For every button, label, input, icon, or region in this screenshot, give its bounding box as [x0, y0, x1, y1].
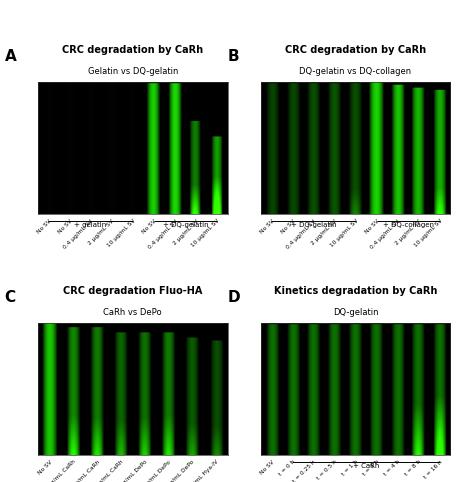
Text: t = 0.5 h: t = 0.5 h: [316, 459, 338, 481]
Text: DQ-gelatin vs DQ-collagen: DQ-gelatin vs DQ-collagen: [300, 67, 411, 76]
Text: + CaRh: + CaRh: [353, 463, 379, 469]
Text: No SV: No SV: [364, 218, 380, 234]
Text: 2 μg/mL SV: 2 μg/mL SV: [172, 218, 200, 246]
Text: D: D: [228, 290, 240, 305]
Text: 100 μg/mL DePo: 100 μg/mL DePo: [110, 459, 148, 482]
Text: No SV: No SV: [259, 218, 275, 234]
Text: 100 μg/mL CaRh: 100 μg/mL CaRh: [39, 459, 77, 482]
Text: 10 μg/mL SV: 10 μg/mL SV: [329, 218, 359, 248]
Text: CRC degradation by CaRh: CRC degradation by CaRh: [285, 45, 426, 55]
Text: DQ-gelatin: DQ-gelatin: [333, 308, 378, 317]
Text: 10 U/mL Hya-IV: 10 U/mL Hya-IV: [183, 459, 219, 482]
Text: 2 μg/mL SV: 2 μg/mL SV: [88, 218, 115, 246]
Text: 10 μg/mL SV: 10 μg/mL SV: [106, 218, 136, 248]
Text: No SV: No SV: [57, 218, 73, 234]
Text: 0.4 μg/mL SV: 0.4 μg/mL SV: [370, 218, 401, 250]
Text: 20 μg/mL DePo: 20 μg/mL DePo: [137, 459, 172, 482]
Text: + gelatin: + gelatin: [74, 222, 107, 228]
Text: t = 2 h: t = 2 h: [362, 459, 380, 477]
Text: + DQ-gelatin: + DQ-gelatin: [291, 222, 336, 228]
Text: t = 16 h: t = 16 h: [423, 459, 443, 480]
Text: t = 0 h: t = 0 h: [278, 459, 296, 477]
Text: CRC degradation Fluo-HA: CRC degradation Fluo-HA: [63, 286, 202, 296]
Text: 10 μg/mL SV: 10 μg/mL SV: [413, 218, 443, 248]
Text: t = 8 h: t = 8 h: [404, 459, 422, 477]
Text: No SV: No SV: [141, 218, 157, 234]
Text: 20 μg/mL CaRh: 20 μg/mL CaRh: [65, 459, 100, 482]
Text: 10 μg/mL SV: 10 μg/mL SV: [191, 218, 220, 248]
Text: No SV: No SV: [36, 218, 52, 234]
Text: A: A: [5, 49, 17, 64]
Text: 4 μg/mL CaRh: 4 μg/mL CaRh: [91, 459, 124, 482]
Text: t = 4 h: t = 4 h: [383, 459, 401, 477]
Text: 0.4 μg/mL SV: 0.4 μg/mL SV: [285, 218, 317, 250]
Text: No SV: No SV: [259, 459, 275, 475]
Text: 0.4 μg/mL SV: 0.4 μg/mL SV: [147, 218, 178, 250]
Text: 4 μg/mL DePo: 4 μg/mL DePo: [163, 459, 195, 482]
Text: CRC degradation by CaRh: CRC degradation by CaRh: [62, 45, 203, 55]
Text: CaRh vs DePo: CaRh vs DePo: [103, 308, 162, 317]
Text: 0.4 μg/mL SV: 0.4 μg/mL SV: [63, 218, 94, 250]
Text: + DQ-gelatin: + DQ-gelatin: [163, 222, 208, 228]
Text: + DQ-collagen: + DQ-collagen: [383, 222, 434, 228]
Text: B: B: [228, 49, 239, 64]
Text: 2 μg/mL SV: 2 μg/mL SV: [395, 218, 422, 246]
Text: 2 μg/mL SV: 2 μg/mL SV: [310, 218, 338, 246]
Text: Kinetics degradation by CaRh: Kinetics degradation by CaRh: [274, 286, 437, 296]
Text: t = 0.25 h: t = 0.25 h: [292, 459, 317, 482]
Text: C: C: [5, 290, 16, 305]
Text: Gelatin vs DQ-gelatin: Gelatin vs DQ-gelatin: [88, 67, 178, 76]
Text: No SV: No SV: [37, 459, 53, 475]
Text: t = 1 h: t = 1 h: [341, 459, 359, 477]
Text: No SV: No SV: [280, 218, 296, 234]
